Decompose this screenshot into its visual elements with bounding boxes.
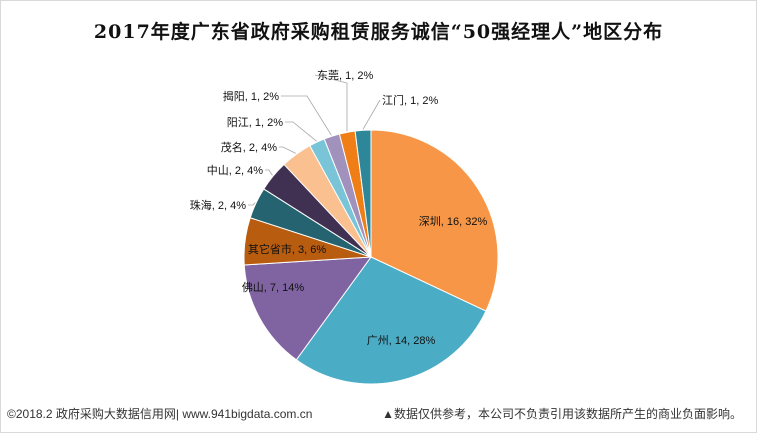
leader-line-10 (314, 74, 348, 132)
leader-line-9 (281, 95, 332, 136)
slice-label-5: 珠海, 2, 4% (190, 198, 246, 212)
footer-source: ©2018.2 政府采购大数据信用网| www.941bigdata.com.c… (7, 407, 313, 421)
slice-label-11: 江门, 1, 2% (382, 93, 438, 107)
pie-slice-3 (243, 256, 373, 361)
pie-slice-2 (295, 256, 487, 385)
slice-label-2: 广州, 14, 28% (367, 334, 436, 347)
slice-label-10: 东莞, 1, 2% (317, 69, 373, 82)
slice-label-4: 其它省市, 3, 6% (248, 242, 326, 256)
leader-line-6 (265, 169, 273, 176)
footer-disclaimer: ▲数据仅供参考，本公司不负责引用该数据所产生的商业负面影响。 (382, 407, 742, 421)
slice-label-3: 佛山, 7, 14% (242, 281, 305, 294)
leader-line-11 (362, 99, 381, 130)
chart-title: 2017年度广东省政府采购租赁服务诚信“50强经理人”地区分布 (93, 21, 664, 43)
leader-line-5 (248, 202, 256, 206)
slice-label-9: 揭阳, 1, 2% (223, 89, 279, 103)
slice-label-1: 深圳, 16, 32% (419, 215, 488, 228)
slice-label-6: 中山, 2, 4% (207, 164, 263, 177)
slice-label-7: 茂名, 2, 4% (221, 140, 277, 154)
leader-line-7 (279, 146, 296, 154)
leader-line-8 (285, 121, 317, 142)
pie-slice-1 (370, 129, 499, 312)
pie-slice-11 (354, 129, 372, 258)
slice-label-8: 阳江, 1, 2% (227, 116, 283, 129)
